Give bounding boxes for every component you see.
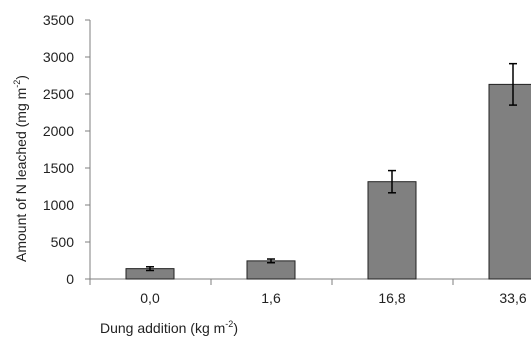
x-tick-label: 0,0	[140, 290, 160, 306]
x-axis-title: Dung addition (kg m-2)	[100, 319, 238, 336]
axis-titles: Dung addition (kg m-2) Amount of N leach…	[12, 75, 238, 336]
y-tick-label: 3000	[43, 49, 74, 65]
y-tick-label: 2000	[43, 123, 74, 139]
y-axis-title-text: Amount of N leached (mg m	[13, 88, 29, 262]
x-axis: 0,0 1,6 16,8 33,6	[89, 278, 531, 306]
y-axis-title-tail: )	[13, 75, 29, 80]
y-tick-label: 3500	[43, 12, 74, 28]
bar	[488, 83, 531, 280]
bars	[125, 83, 531, 280]
x-axis-title-tail: )	[233, 320, 238, 336]
y-axis-title-sup: -2	[12, 80, 22, 88]
x-tick-label: 16,8	[378, 290, 405, 306]
bar	[246, 260, 296, 280]
bar	[367, 181, 417, 280]
y-tick-label: 2500	[43, 86, 74, 102]
y-tick-label: 1500	[43, 160, 74, 176]
x-tick-label: 33,6	[499, 290, 526, 306]
error-bars	[146, 62, 517, 272]
x-tick-label: 1,6	[261, 290, 281, 306]
x-axis-title-text: Dung addition (kg m	[100, 320, 225, 336]
x-axis-title-sup: -2	[225, 319, 233, 329]
y-tick-label: 1000	[43, 197, 74, 213]
y-axis: 0 500 1000 1500 2000 2500 3000 3500	[43, 12, 91, 287]
y-tick-label: 0	[66, 271, 74, 287]
y-axis-title: Amount of N leached (mg m-2)	[12, 75, 29, 262]
y-tick-label: 500	[51, 234, 75, 250]
